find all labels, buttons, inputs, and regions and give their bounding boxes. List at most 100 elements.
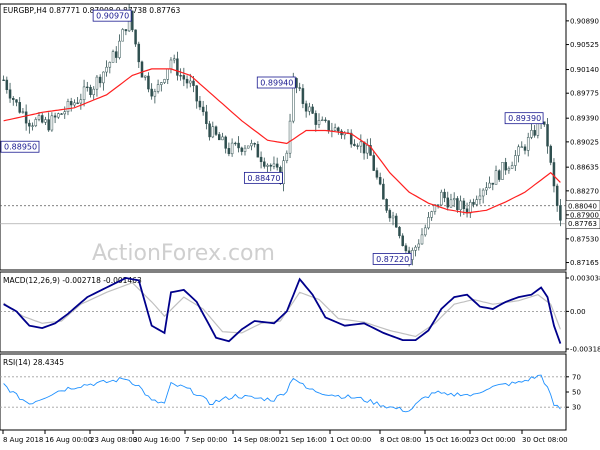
candle-body <box>517 146 520 156</box>
price-level-label: 0.88040 <box>568 202 597 210</box>
candle-body <box>105 66 108 73</box>
macd-y-tick-label: 0.00 <box>570 308 586 316</box>
price-annotation-label: 0.89940 <box>260 79 293 88</box>
candle-body <box>53 115 57 118</box>
candle-body <box>404 245 408 252</box>
candle-body <box>420 234 424 245</box>
x-tick-label: 15 Oct 16:00 <box>425 436 471 444</box>
candle-body <box>555 185 559 206</box>
moving-average-line <box>3 68 561 214</box>
candle-body <box>311 106 314 114</box>
candle-body <box>172 58 176 61</box>
rsi-y-tick-label: 50 <box>572 389 581 397</box>
price-annotation-label: 0.89390 <box>508 114 541 123</box>
candle-body <box>63 111 67 115</box>
candle-body <box>134 29 137 45</box>
candle-body <box>388 210 392 219</box>
price-annotation-label: 0.87220 <box>376 255 409 264</box>
candle-body <box>320 119 324 121</box>
candle-body <box>440 191 443 206</box>
price-annotation-label: 0.88470 <box>247 174 280 183</box>
candle-body <box>150 88 153 97</box>
candle-body <box>89 86 92 95</box>
candle-body <box>533 130 536 136</box>
price-y-tick-label: 0.89390 <box>570 115 599 123</box>
candle-body <box>221 136 224 141</box>
candle-body <box>166 68 169 80</box>
price-annotation-box <box>92 9 132 22</box>
candle-body <box>298 87 301 89</box>
candle-body <box>366 145 369 154</box>
candle-body <box>102 71 105 84</box>
candle-body <box>546 124 549 147</box>
candle-body <box>47 119 50 131</box>
price-level-box <box>565 218 600 229</box>
price-annotation-label: 0.88950 <box>4 143 37 152</box>
macd-title: MACD(12,26,9) -0.002718 -0.001463 <box>3 276 142 285</box>
candles <box>2 4 562 267</box>
candle-body <box>18 102 21 113</box>
candle-body <box>160 82 163 85</box>
candle-body <box>253 143 256 145</box>
price-annotation-box <box>256 76 296 89</box>
candle-body <box>250 143 253 147</box>
candle-body <box>44 119 47 123</box>
candle-body <box>391 215 395 219</box>
candle-body <box>411 250 414 260</box>
candle-body <box>327 120 330 132</box>
price-levels: 0.88040 0.87763 <box>0 200 600 229</box>
candle-body <box>501 162 504 180</box>
price-y-tick-label: 0.88270 <box>570 187 599 195</box>
candle-body <box>456 198 459 211</box>
candle-body <box>198 100 202 108</box>
candle-body <box>414 246 417 251</box>
candle-body <box>520 146 524 148</box>
x-tick-label: 23 Oct 00:00 <box>470 436 516 444</box>
candle-body <box>452 198 456 201</box>
candle-body <box>491 182 495 185</box>
candle-body <box>459 200 462 211</box>
moving-average <box>3 68 561 214</box>
candle-body <box>337 127 340 132</box>
candle-body <box>301 88 305 104</box>
candle-body <box>256 144 260 158</box>
candle-body <box>40 115 44 123</box>
candle-body <box>497 170 501 180</box>
price-annotation-box <box>0 140 40 153</box>
macd-panel-frame <box>0 271 567 353</box>
candle-body <box>12 97 15 100</box>
candle-body <box>234 142 237 145</box>
candle-body <box>359 141 363 147</box>
price-y-tick-label: 0.89025 <box>570 138 599 146</box>
price-annotation-box <box>243 171 283 184</box>
price-y-tick-label: 0.90890 <box>570 17 599 25</box>
candle-body <box>60 113 63 115</box>
candle-body <box>118 40 121 58</box>
candle-body <box>217 134 221 141</box>
price-annotation-box <box>504 112 544 125</box>
candle-body <box>481 189 485 197</box>
candle-body <box>237 142 240 149</box>
candle-body <box>169 59 173 70</box>
macd-signal-line <box>3 282 561 338</box>
candle-body <box>156 84 160 92</box>
candle-body <box>494 170 498 185</box>
candle-body <box>324 119 327 121</box>
candle-body <box>192 80 195 86</box>
candle-body <box>378 177 382 185</box>
candle-body <box>510 165 514 169</box>
price-annotation-box <box>372 253 412 265</box>
candle-body <box>21 111 25 113</box>
candle-body <box>76 102 79 104</box>
candle-body <box>153 91 157 97</box>
candle-body <box>185 78 189 84</box>
candle-body <box>485 187 488 191</box>
candle-body <box>224 136 227 149</box>
rsi-y-axis: 70 50 30 <box>566 373 581 412</box>
x-tick-label: 21 Sep 16:00 <box>280 436 327 444</box>
candle-body <box>395 215 398 228</box>
candle-body <box>230 142 234 155</box>
rsi-line <box>3 374 561 413</box>
candle-body <box>356 145 359 147</box>
candle-body <box>115 51 118 58</box>
